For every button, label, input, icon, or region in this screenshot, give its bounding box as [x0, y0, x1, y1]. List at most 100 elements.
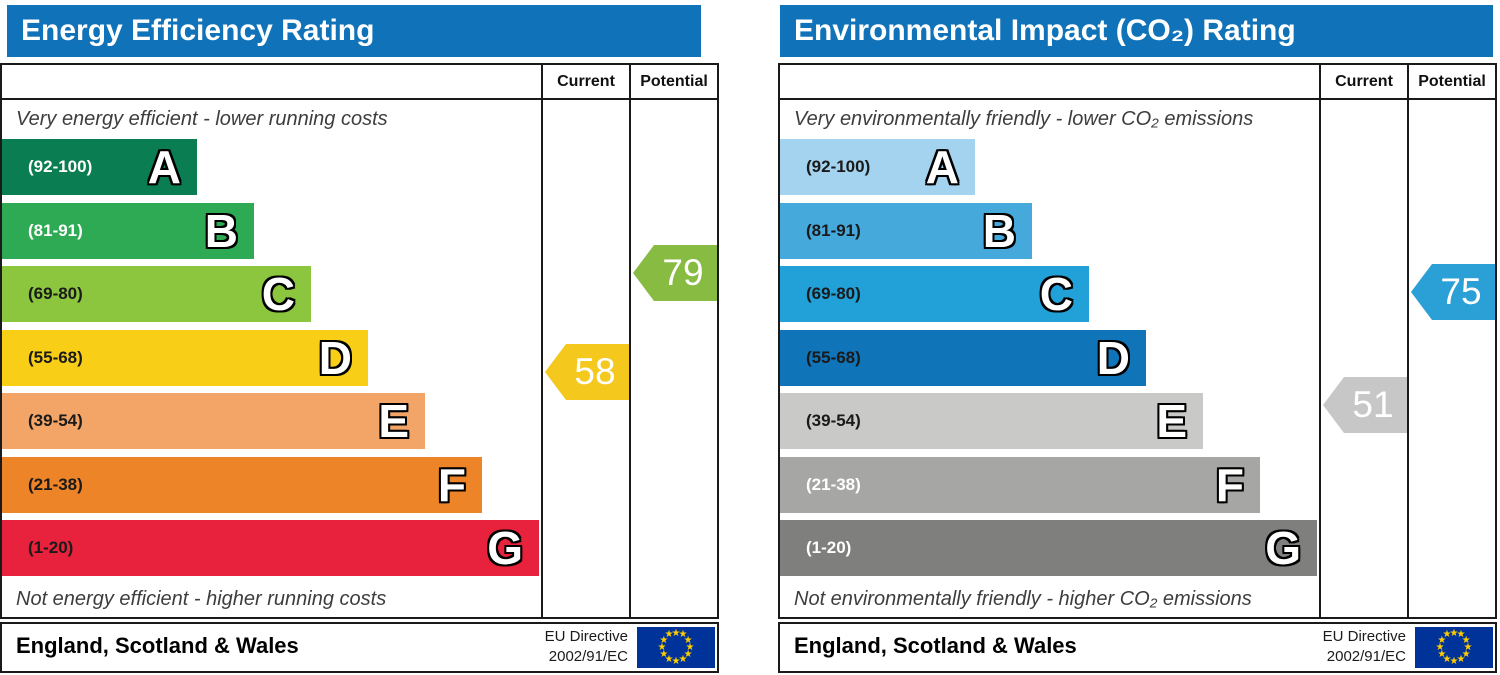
band-letter: B [982, 205, 1016, 257]
environmental-impact-panel: Environmental Impact (CO₂) Rating Current… [778, 0, 1500, 675]
band-letter: D [1096, 332, 1130, 384]
band-letter: A [925, 141, 959, 193]
band-g: (1-20) G [780, 520, 1317, 576]
header-row-divider [0, 98, 719, 100]
top-note: Very environmentally friendly - lower CO… [794, 108, 1254, 130]
band-letter: A [147, 141, 181, 193]
eu-star-icon: ★ [1456, 629, 1466, 641]
band-letter: G [487, 522, 523, 574]
band-f: (21-38) F [780, 457, 1260, 513]
eu-star-icon: ★ [659, 634, 669, 646]
header-row-divider [778, 98, 1497, 100]
potential-rating-arrow: 79 [633, 245, 717, 301]
footer-border [0, 622, 719, 673]
band-g: (1-20) G [2, 520, 539, 576]
potential-column-header: Potential [1418, 73, 1486, 90]
bottom-note: Not environmentally friendly - higher CO… [794, 588, 1252, 610]
potential-column-divider [1407, 63, 1409, 619]
band-range-label: (81-91) [28, 221, 83, 240]
eu-star-icon: ★ [678, 629, 688, 641]
band-b: (81-91) B [2, 203, 254, 259]
band-letter: E [1156, 395, 1187, 447]
band-range-label: (1-20) [28, 538, 74, 557]
current-rating-arrow-value: 58 [574, 351, 616, 392]
band-e: (39-54) E [780, 393, 1203, 449]
band-range-label: (92-100) [28, 157, 93, 176]
band-e: (39-54) E [2, 393, 425, 449]
eu-star-icon: ★ [1442, 629, 1452, 641]
band-range-label: (1-20) [806, 538, 852, 557]
current-column-divider [541, 63, 543, 619]
band-range-label: (39-54) [28, 411, 83, 430]
eu-star-icon: ★ [683, 648, 693, 660]
current-column-header: Current [557, 73, 615, 90]
band-range-label: (55-68) [28, 348, 83, 367]
bottom-note: Not energy efficient - higher running co… [16, 588, 387, 610]
band-letter: F [1215, 459, 1244, 511]
eu-star-icon: ★ [685, 641, 695, 653]
eu-star-icon: ★ [659, 648, 669, 660]
band-range-label: (55-68) [806, 348, 861, 367]
eu-star-icon: ★ [1456, 653, 1466, 665]
potential-rating-arrow: 75 [1411, 264, 1495, 320]
potential-column-header: Potential [640, 73, 708, 90]
band-b: (81-91) B [780, 203, 1032, 259]
current-rating-arrow-value: 51 [1352, 384, 1394, 425]
eu-directive-line1: EU Directive [1322, 628, 1406, 645]
band-letter: F [437, 459, 466, 511]
band-range-label: (21-38) [806, 475, 861, 494]
band-range-label: (69-80) [806, 284, 861, 303]
band-d: (55-68) D [2, 330, 368, 386]
eu-star-icon: ★ [1449, 655, 1459, 667]
potential-column-divider [629, 63, 631, 619]
band-c: (69-80) C [2, 266, 311, 322]
band-letter: D [318, 332, 352, 384]
region-label: England, Scotland & Wales [16, 633, 299, 658]
band-range-label: (21-38) [28, 475, 83, 494]
eu-flag-icon: ★ ★ ★ ★ ★ ★ ★ ★ ★ ★ ★ ★ [1415, 627, 1493, 668]
eu-star-icon: ★ [1449, 627, 1459, 639]
band-range-label: (39-54) [806, 411, 861, 430]
eu-flag-icon: ★ ★ ★ ★ ★ ★ ★ ★ ★ ★ ★ ★ [637, 627, 715, 668]
eu-star-icon: ★ [671, 655, 681, 667]
band-letter: B [204, 205, 238, 257]
band-letter: G [1265, 522, 1301, 574]
band-range-label: (92-100) [806, 157, 871, 176]
current-rating-arrow: 58 [545, 344, 629, 400]
band-range-label: (81-91) [806, 221, 861, 240]
panel-title: Energy Efficiency Rating [21, 14, 375, 47]
band-letter: E [378, 395, 409, 447]
eu-star-icon: ★ [1437, 634, 1447, 646]
eu-star-icon: ★ [1442, 653, 1452, 665]
region-label: England, Scotland & Wales [794, 633, 1077, 658]
panel-title-bar: Energy Efficiency Rating [7, 5, 701, 57]
band-a: (92-100) A [780, 139, 975, 195]
band-range-label: (69-80) [28, 284, 83, 303]
eu-star-icon: ★ [657, 641, 667, 653]
eu-directive-line1: EU Directive [544, 628, 628, 645]
footer-border [778, 622, 1497, 673]
potential-rating-arrow-value: 75 [1440, 271, 1482, 312]
eu-star-icon: ★ [1437, 648, 1447, 660]
panel-title: Environmental Impact (CO₂) Rating [794, 14, 1296, 47]
eu-star-icon: ★ [664, 653, 674, 665]
eu-star-icon: ★ [1435, 641, 1445, 653]
eu-star-icon: ★ [1461, 634, 1471, 646]
current-rating-arrow: 51 [1323, 377, 1407, 433]
eu-star-icon: ★ [683, 634, 693, 646]
current-column-divider [1319, 63, 1321, 619]
eu-directive-line2: 2002/91/EC [548, 648, 628, 665]
band-c: (69-80) C [780, 266, 1089, 322]
eu-star-icon: ★ [678, 653, 688, 665]
band-letter: C [261, 268, 295, 320]
band-a: (92-100) A [2, 139, 197, 195]
eu-star-icon: ★ [1463, 641, 1473, 653]
band-letter: C [1039, 268, 1073, 320]
eu-directive-line2: 2002/91/EC [1326, 648, 1406, 665]
top-note: Very energy efficient - lower running co… [16, 108, 388, 130]
eu-star-icon: ★ [664, 629, 674, 641]
potential-rating-arrow-value: 79 [662, 252, 704, 293]
energy-efficiency-panel: Energy Efficiency Rating Current Potential… [0, 0, 722, 675]
eu-star-icon: ★ [1461, 648, 1471, 660]
